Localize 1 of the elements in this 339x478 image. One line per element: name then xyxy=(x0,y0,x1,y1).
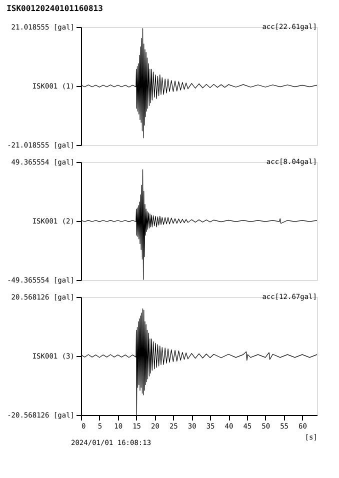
chart-title: ISK00120240101160813 xyxy=(6,4,104,13)
